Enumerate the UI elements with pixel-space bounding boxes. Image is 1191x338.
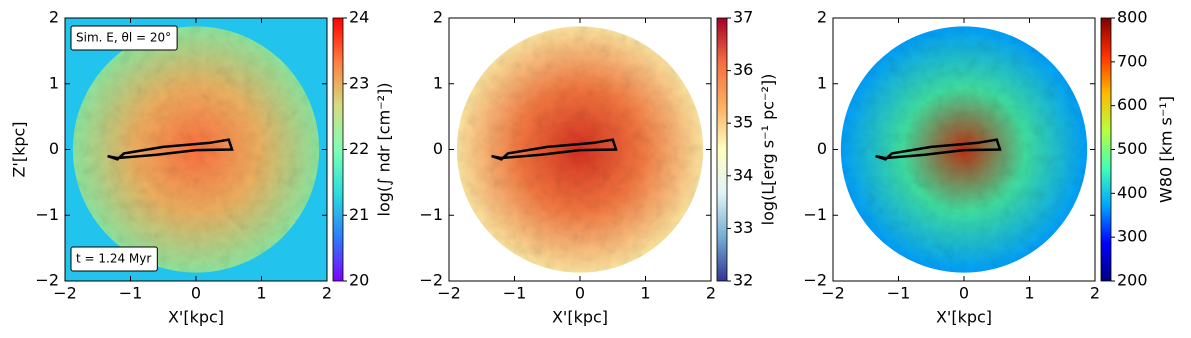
colorbar-tick-label: 400 <box>1117 183 1148 202</box>
y-tick-label: −2 <box>803 271 827 290</box>
annotation-box <box>70 246 158 272</box>
colorbar <box>1100 17 1112 282</box>
colorbar-tick-label: 500 <box>1117 139 1148 158</box>
x-tick-label: 2 <box>706 284 716 303</box>
x-axis-label: X'[kpc] <box>168 308 224 327</box>
x-tick-label: 1 <box>1024 284 1034 303</box>
x-axis-label: X'[kpc] <box>552 308 608 327</box>
colorbar-tick-label: 24 <box>349 8 369 27</box>
x-tick-label: 0 <box>575 284 585 303</box>
colorbar-tick-label: 21 <box>349 205 369 224</box>
colorbar-tick-label: 700 <box>1117 51 1148 70</box>
annotation-box <box>70 25 178 51</box>
y-tick-label: 0 <box>49 139 59 158</box>
colorbar-tick-label: 33 <box>733 218 753 237</box>
colorbar-tick-label: 22 <box>349 139 369 158</box>
x-tick-label: −2 <box>821 284 845 303</box>
x-tick-label: −2 <box>53 284 77 303</box>
y-tick-label: 2 <box>433 8 443 27</box>
colorbar-tick-label: 200 <box>1117 271 1148 290</box>
x-tick-label: −1 <box>119 284 143 303</box>
y-axis-label: Z'[kpc] <box>10 121 29 177</box>
x-tick-label: 1 <box>256 284 266 303</box>
colorbar-tick-label: 32 <box>733 271 753 290</box>
x-tick-label: 1 <box>640 284 650 303</box>
y-tick-label: −1 <box>803 205 827 224</box>
y-tick-label: 0 <box>817 139 827 158</box>
x-tick-label: 0 <box>959 284 969 303</box>
y-tick-label: 1 <box>49 73 59 92</box>
colorbar-tick-label: 20 <box>349 271 369 290</box>
annotation: Sim. E, θl = 20° <box>76 31 171 45</box>
x-tick-label: 2 <box>322 284 332 303</box>
x-axis-label: X'[kpc] <box>936 308 992 327</box>
outline <box>875 138 1002 161</box>
colorbar-label: log(∫ ndr [cm⁻²]) <box>375 83 394 217</box>
annotation: t = 1.24 Myr <box>76 252 151 266</box>
outline <box>491 138 618 161</box>
colorbar-tick-label: 34 <box>733 165 753 184</box>
colorbar-tick-label: 36 <box>733 60 753 79</box>
colorbar-tick-label: 37 <box>733 8 753 27</box>
colorbar <box>332 17 344 282</box>
y-tick-label: 2 <box>49 8 59 27</box>
y-tick-label: 1 <box>433 73 443 92</box>
x-tick-label: −1 <box>503 284 527 303</box>
colorbar <box>716 17 728 282</box>
y-tick-label: 1 <box>817 73 827 92</box>
y-tick-label: 2 <box>817 8 827 27</box>
x-tick-label: −1 <box>887 284 911 303</box>
colorbar-label: W80 [km s⁻¹] <box>1157 96 1176 203</box>
colorbar-tick-label: 300 <box>1117 227 1148 246</box>
colorbar-tick-label: 35 <box>733 113 753 132</box>
y-tick-label: −1 <box>35 205 59 224</box>
y-tick-label: −1 <box>419 205 443 224</box>
x-tick-label: −2 <box>437 284 461 303</box>
outline <box>107 138 234 161</box>
x-tick-label: 0 <box>191 284 201 303</box>
y-tick-label: −2 <box>419 271 443 290</box>
x-tick-label: 2 <box>1090 284 1100 303</box>
colorbar-tick-label: 23 <box>349 73 369 92</box>
y-tick-label: 0 <box>433 139 443 158</box>
colorbar-tick-label: 800 <box>1117 8 1148 27</box>
y-tick-label: −2 <box>35 271 59 290</box>
colorbar-label: log(L[erg s⁻¹ pc⁻²]) <box>759 74 778 226</box>
colorbar-tick-label: 600 <box>1117 95 1148 114</box>
